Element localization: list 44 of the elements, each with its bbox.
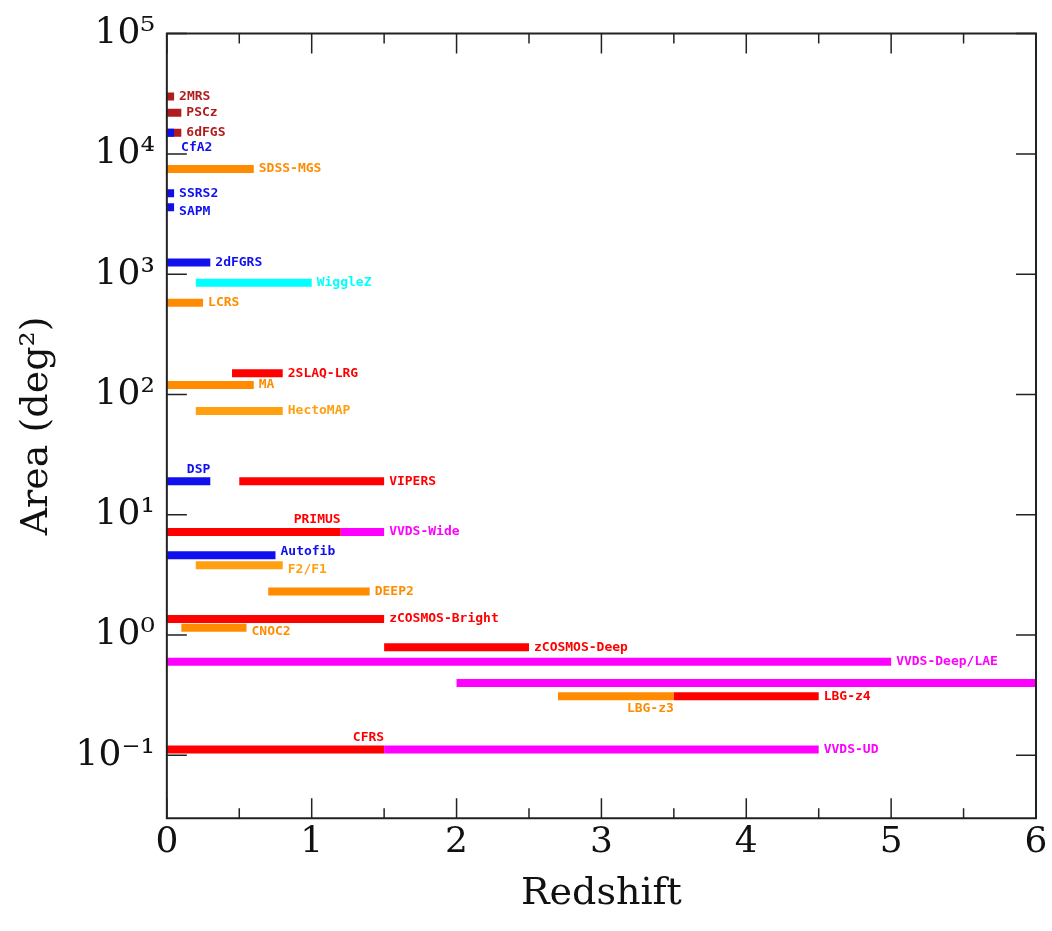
series-label: zCOSMOS-Bright	[389, 610, 499, 626]
x-tick-label: 1	[300, 819, 324, 861]
series-label: Autofib	[280, 542, 336, 558]
series-label: PSCz	[186, 104, 218, 120]
series-label: PRIMUS	[293, 511, 341, 527]
y-tick-label: 10²	[94, 370, 155, 412]
x-tick-label: 6	[1024, 819, 1048, 861]
series-label: SDSS-MGS	[258, 160, 322, 176]
y-tick-label: 10⁻¹	[75, 731, 155, 773]
series-label: MA	[258, 376, 275, 392]
x-tick-label: 2	[445, 819, 469, 861]
series-label: DEEP2	[374, 582, 414, 598]
x-tick-label: 3	[589, 819, 613, 861]
series-label: LBG-z3	[626, 699, 674, 715]
series-label: 2MRS	[179, 87, 211, 103]
series-label: WiggleZ	[316, 274, 372, 290]
series-label: 2SLAQ-LRG	[287, 364, 359, 380]
x-tick-label: 0	[155, 819, 179, 861]
series-label: DSP	[186, 460, 211, 476]
series-label: HectoMAP	[287, 402, 351, 418]
y-tick-label: 10⁴	[94, 130, 155, 172]
y-tick-label: 10³	[94, 250, 155, 292]
y-tick-label: 10⁵	[94, 9, 155, 51]
x-tick-label: 5	[879, 819, 903, 861]
series-label: zCOSMOS-Deep	[533, 638, 629, 654]
x-tick-label: 4	[734, 819, 758, 861]
series-label: LCRS	[208, 294, 240, 309]
series-label: VVDS-Deep/LAE	[896, 653, 998, 669]
series-label: CFRS	[352, 728, 385, 744]
y-axis-title: Area (deg²)	[11, 316, 56, 537]
series-label: 6dFGS	[186, 124, 226, 140]
series-label: CfA2	[181, 139, 213, 155]
series-label: VVDS-Wide	[389, 523, 460, 539]
series-label: 2dFGRS	[215, 253, 263, 269]
x-axis-title: Redshift	[520, 869, 682, 914]
series-label: F2/F1	[287, 560, 328, 576]
series-label: SSRS2	[179, 184, 219, 200]
y-tick-label: 10⁰	[94, 611, 155, 653]
series-label: VVDS-UD	[823, 740, 879, 756]
series-label: LBG-z4	[823, 687, 871, 703]
y-tick-label: 10¹	[94, 491, 155, 533]
series-label: VIPERS	[389, 472, 437, 488]
series-label: SAPM	[179, 202, 211, 218]
series-label: CNOC2	[251, 623, 291, 639]
